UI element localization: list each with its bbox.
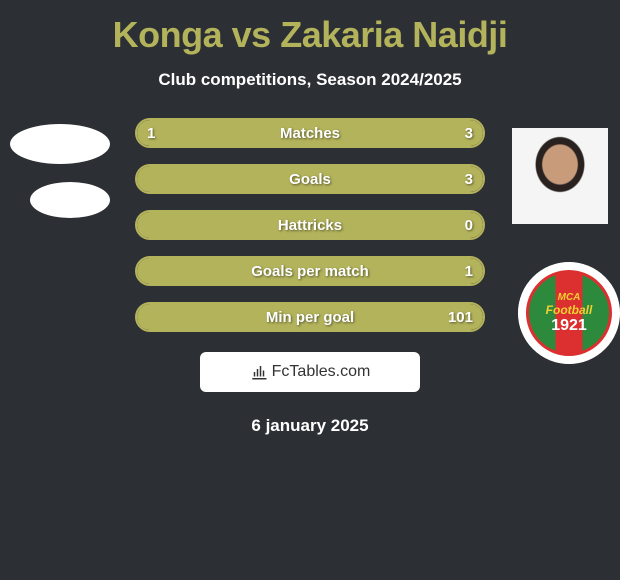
stat-label: Goals bbox=[289, 171, 331, 188]
stat-label: Matches bbox=[280, 125, 340, 142]
player-left-avatar-placeholder-1 bbox=[10, 124, 110, 164]
stat-row: Goals per match 1 bbox=[135, 256, 485, 286]
stat-value-right: 0 bbox=[465, 217, 473, 234]
stat-value-right: 3 bbox=[465, 171, 473, 188]
player-right-avatar bbox=[512, 128, 608, 224]
player-left-avatar-placeholder-2 bbox=[30, 182, 110, 218]
comparison-title: Konga vs Zakaria Naidji bbox=[0, 0, 620, 56]
club-logo-text-top: MCA bbox=[558, 292, 581, 303]
comparison-content: MCA Football 1921 1 Matches 3 Goals 3 Ha… bbox=[0, 118, 620, 436]
watermark-text: FcTables.com bbox=[272, 363, 371, 381]
stat-row: Hattricks 0 bbox=[135, 210, 485, 240]
stat-value-right: 101 bbox=[448, 309, 473, 326]
watermark-box: FcTables.com bbox=[200, 352, 420, 392]
stat-label: Hattricks bbox=[278, 217, 342, 234]
stat-value-right: 3 bbox=[465, 125, 473, 142]
club-logo-inner: MCA Football 1921 bbox=[526, 270, 612, 356]
comparison-subtitle: Club competitions, Season 2024/2025 bbox=[0, 70, 620, 90]
stat-row: 1 Matches 3 bbox=[135, 118, 485, 148]
stat-rows-container: 1 Matches 3 Goals 3 Hattricks 0 Goals pe… bbox=[135, 118, 485, 332]
player-right-club-logo: MCA Football 1921 bbox=[518, 262, 620, 364]
stat-value-left: 1 bbox=[147, 125, 155, 142]
stat-label: Goals per match bbox=[251, 263, 369, 280]
stat-row: Min per goal 101 bbox=[135, 302, 485, 332]
stat-value-right: 1 bbox=[465, 263, 473, 280]
club-logo-icon: MCA Football 1921 bbox=[518, 262, 620, 364]
date-text: 6 january 2025 bbox=[0, 416, 620, 436]
stat-row: Goals 3 bbox=[135, 164, 485, 194]
club-logo-year: 1921 bbox=[551, 317, 587, 335]
stat-fill-right bbox=[224, 120, 484, 146]
player-face-icon bbox=[512, 128, 608, 224]
stat-label: Min per goal bbox=[266, 309, 354, 326]
club-logo-text-mid: Football bbox=[546, 303, 593, 317]
chart-icon bbox=[250, 363, 268, 381]
